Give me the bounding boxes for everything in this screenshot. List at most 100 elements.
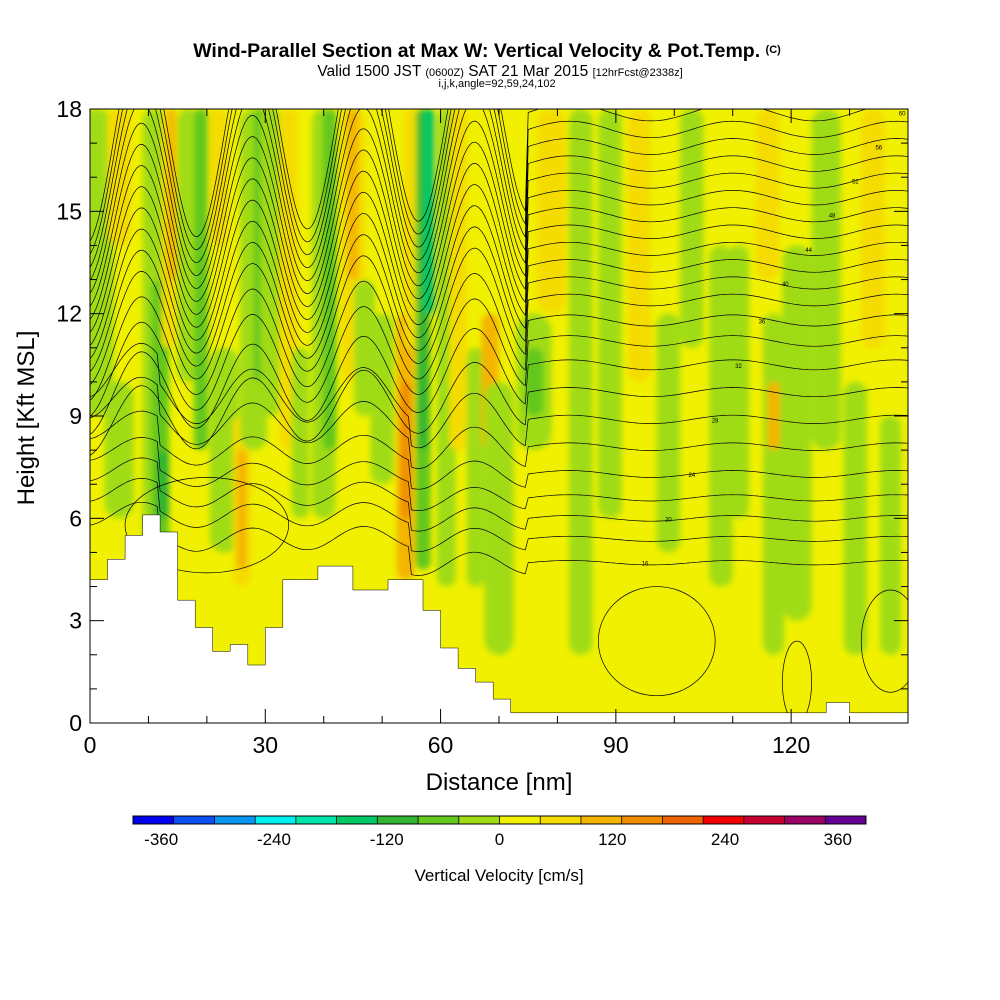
velocity-cell <box>404 109 419 348</box>
velocity-cell <box>237 450 247 570</box>
theta-contour-line <box>90 328 908 435</box>
x-tick-label: 120 <box>772 732 810 758</box>
colorbar-tick-label: -240 <box>257 830 291 849</box>
velocity-cell <box>322 109 337 451</box>
y-tick-label: 12 <box>56 301 82 327</box>
y-tick-label: 18 <box>56 96 82 122</box>
theta-contour-label: 48 <box>829 214 836 220</box>
colorbar-swatch <box>703 816 745 824</box>
colorbar-swatch <box>540 816 582 824</box>
theta-contour-line <box>860 589 908 693</box>
velocity-cell <box>347 109 359 280</box>
theta-contour-line <box>90 226 908 373</box>
theta-contour-line <box>90 205 908 359</box>
theta-contour-label: 60 <box>899 111 906 117</box>
colorbar-swatch <box>173 816 215 824</box>
colorbar-swatch <box>133 816 175 824</box>
velocity-cell <box>484 381 514 655</box>
velocity-cell <box>728 245 750 519</box>
y-axis-label: Height [Kft MSL] <box>13 331 40 506</box>
colorbar-swatch <box>377 816 419 824</box>
y-tick-label: 6 <box>69 505 82 531</box>
y-tick-label: 0 <box>69 710 82 736</box>
velocity-cell <box>598 109 622 519</box>
velocity-cell <box>194 109 209 451</box>
x-tick-label: 90 <box>603 732 629 758</box>
velocity-cell <box>627 109 651 382</box>
colorbar-tick-label: -360 <box>144 830 178 849</box>
theta-contour-label: 16 <box>642 562 649 568</box>
theta-contour-label: 36 <box>759 319 766 325</box>
velocity-cell <box>656 313 681 553</box>
velocity-cell <box>861 109 885 348</box>
theta-contour-line <box>90 273 908 401</box>
y-tick-label: 9 <box>69 403 82 429</box>
velocity-cell <box>400 381 411 519</box>
colorbar-swatch <box>336 816 378 824</box>
velocity-cell <box>423 109 435 314</box>
colorbar-swatch <box>621 816 663 824</box>
colorbar-tick-label: 120 <box>598 830 626 849</box>
x-tick-label: 60 <box>428 732 454 758</box>
colorbar-label: Vertical Velocity [cm/s] <box>414 866 583 885</box>
theta-contour-label: 24 <box>688 473 695 479</box>
velocity-cell <box>167 109 176 280</box>
theta-contour-line <box>597 586 716 697</box>
theta-contour-line <box>90 457 908 532</box>
theta-contour-line <box>90 437 908 511</box>
theta-contour-line <box>90 163 908 333</box>
velocity-cell <box>524 347 544 416</box>
velocity-cell <box>756 109 780 280</box>
theta-contour-label: 28 <box>712 418 719 424</box>
velocity-cell <box>811 109 841 451</box>
velocity-cell <box>209 109 228 246</box>
theta-contour-label: 52 <box>852 180 859 186</box>
theta-contour-label: 44 <box>805 248 812 254</box>
theta-contour-line <box>124 477 290 574</box>
velocity-cell <box>680 109 704 348</box>
theta-contour-line <box>90 184 908 346</box>
velocity-cell <box>449 109 467 451</box>
theta-contour-line <box>90 376 908 469</box>
theta-contour-line <box>90 478 908 552</box>
theta-contour-line <box>90 109 908 268</box>
velocity-cell <box>104 381 134 519</box>
colorbar-swatch <box>418 816 460 824</box>
velocity-cell <box>354 279 376 416</box>
theta-contour-line <box>90 247 908 386</box>
colorbar-swatch <box>580 816 623 824</box>
theta-contour-line <box>90 120 908 307</box>
theta-contour-label: 20 <box>665 517 672 523</box>
theta-contour-line <box>90 109 868 242</box>
colorbar-swatch <box>784 816 826 824</box>
x-axis: 0 30 60 90 120 <box>84 109 909 758</box>
chart-title: Wind-Parallel Section at Max W: Vertical… <box>193 40 781 62</box>
colorbar-swatch <box>458 816 500 824</box>
colorbar: -360 -240 -120 0 120 240 360 <box>132 815 867 849</box>
theta-contour-label: 56 <box>875 146 882 152</box>
chart-grid-indices: i,j,k,angle=92,59,24,102 <box>438 78 555 90</box>
theta-contour-line <box>90 410 908 490</box>
theta-contour-line <box>90 501 908 576</box>
velocity-cell <box>709 245 733 587</box>
colorbar-tick-label: -120 <box>370 830 404 849</box>
x-tick-label: 30 <box>252 732 278 758</box>
theta-contour-line <box>90 109 908 294</box>
velocity-cell <box>782 245 812 621</box>
theta-contour-line <box>90 362 908 456</box>
colorbar-swatch <box>743 816 786 824</box>
x-axis-label: Distance [nm] <box>426 769 573 796</box>
theta-contour-line <box>90 298 908 417</box>
plot-area: 16 20 24 28 32 36 40 44 48 52 56 60 <box>90 109 908 723</box>
colorbar-swatch <box>295 816 338 824</box>
potential-temperature-contours: 16 20 24 28 32 36 40 44 48 52 56 60 <box>90 109 908 723</box>
theta-contour-label: 32 <box>735 364 742 370</box>
colorbar-swatch <box>662 816 704 824</box>
colorbar-tick-label: 240 <box>711 830 739 849</box>
colorbar-tick-label: 360 <box>824 830 852 849</box>
theta-contour-label: 40 <box>782 282 789 288</box>
velocity-cell <box>767 381 780 451</box>
chart-subtitle: Valid 1500 JST (0600Z) SAT 21 Mar 2015 [… <box>317 63 682 80</box>
